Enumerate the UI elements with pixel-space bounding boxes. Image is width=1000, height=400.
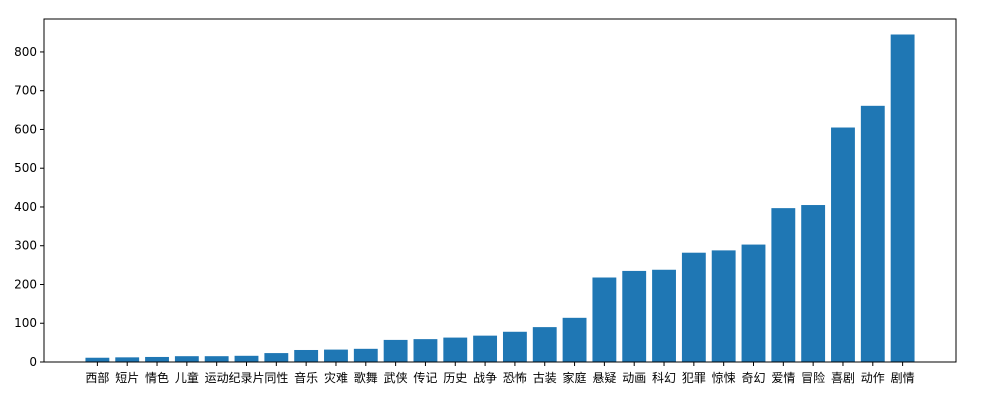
bar-爱情 [771, 208, 796, 362]
y-tick-label: 800 [14, 45, 37, 59]
x-tick-label: 奇幻 [741, 371, 765, 385]
bar-家庭 [562, 317, 587, 362]
x-tick-label: 古装 [533, 370, 557, 385]
bar-历史 [443, 337, 468, 362]
x-tick-label: 灾难 [324, 370, 348, 385]
y-tick-label: 0 [29, 355, 37, 369]
x-tick-label: 悬疑 [592, 370, 616, 385]
x-tick-label: 惊悚 [712, 370, 736, 385]
bar-恐怖 [502, 331, 527, 362]
bar-奇幻 [741, 244, 766, 362]
x-tick-label: 犯罪 [682, 371, 706, 385]
x-tick-label: 剧情 [891, 371, 915, 385]
y-axis: 0 100 200 300 400 500 600 700 800 [14, 45, 44, 369]
x-tick-label: 恐怖 [503, 370, 527, 385]
x-tick-label: 喜剧 [831, 371, 855, 385]
bar-动作 [860, 105, 885, 362]
bar-动画 [622, 270, 647, 362]
bar-悬疑 [592, 277, 617, 362]
x-tick-label: 传记 [413, 370, 437, 385]
bar-运动 [204, 356, 229, 362]
x-tick-label: 短片 [115, 371, 139, 385]
bar-剧情 [890, 34, 915, 362]
x-tick-label: 武侠 [384, 371, 408, 385]
x-tick-label: 西部 [85, 370, 109, 385]
bar-武侠 [383, 339, 408, 362]
x-tick-label: 历史 [443, 371, 467, 385]
x-tick-label: 音乐 [294, 370, 318, 385]
x-tick-label: 纪录片 [228, 371, 264, 385]
bar-古装 [532, 327, 557, 362]
x-tick-label: 战争 [473, 371, 497, 385]
x-tick-label: 运动 [205, 371, 229, 385]
bar-喜剧 [831, 127, 855, 362]
bar-犯罪 [681, 252, 706, 362]
plot-frame [43, 18, 957, 363]
y-tick-label: 500 [14, 161, 37, 175]
y-tick-label: 100 [14, 316, 37, 330]
x-tick-label: 情色 [145, 371, 169, 385]
bar-短片 [115, 357, 140, 362]
x-tick-label: 儿童 [175, 370, 199, 385]
x-tick-label: 动作 [861, 371, 885, 385]
x-tick-label: 家庭 [563, 370, 587, 385]
bar-惊悚 [711, 250, 736, 362]
y-tick-label: 400 [14, 200, 37, 214]
x-tick-label: 科幻 [652, 371, 676, 385]
y-tick-label: 300 [14, 239, 37, 253]
y-tick-label: 600 [14, 122, 37, 136]
bar-冒险 [801, 205, 826, 362]
bar-同性 [264, 353, 289, 362]
bar-灾难 [324, 349, 348, 362]
bar-科幻 [652, 269, 676, 362]
bar-歌舞 [353, 348, 378, 362]
bar-纪录片 [234, 355, 259, 362]
bars-layer [85, 34, 915, 362]
bar-儿童 [174, 356, 199, 362]
x-tick-label: 歌舞 [354, 370, 378, 385]
x-tick-label: 同性 [264, 371, 288, 385]
y-tick-label: 200 [14, 277, 37, 291]
x-axis: 西部 短片 情色 儿童 运动 纪录片 同性 音乐 灾难 歌舞 武侠 传记 历史 战争 恐怖 古装 家庭 悬疑 动画科… [85, 362, 915, 385]
bar-情色 [145, 356, 169, 362]
x-tick-label: 动画 [622, 371, 646, 385]
bar-西部 [85, 357, 110, 362]
x-tick-label: 爱情 [771, 371, 795, 385]
bar-战争 [473, 335, 498, 362]
bar-传记 [413, 339, 438, 362]
y-tick-label: 700 [14, 84, 37, 98]
bar-音乐 [294, 349, 319, 362]
x-tick-label: 冒险 [801, 370, 825, 385]
